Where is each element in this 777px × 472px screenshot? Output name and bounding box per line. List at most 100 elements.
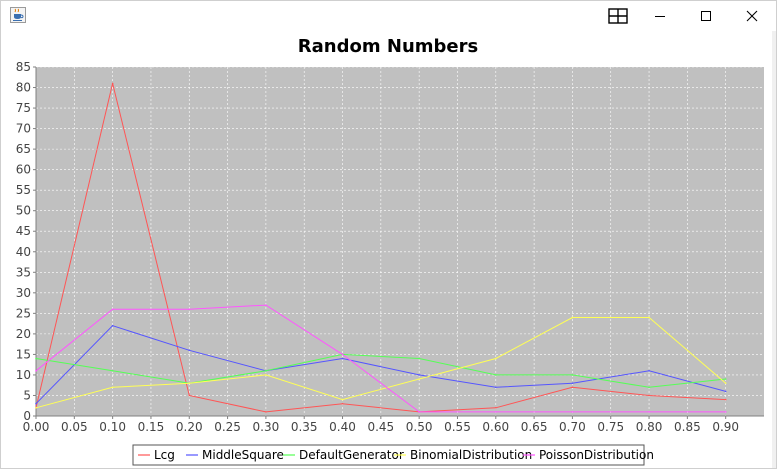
- x-tick-label: 0.00: [23, 420, 50, 434]
- y-tick-label: 45: [16, 224, 31, 238]
- data-point: [648, 411, 650, 413]
- data-point: [418, 374, 420, 376]
- snap-layout-icon: [608, 8, 628, 24]
- data-point: [341, 398, 344, 401]
- legend-label: MiddleSquare: [202, 448, 284, 462]
- data-point: [724, 398, 727, 401]
- data-point: [341, 402, 344, 405]
- series-line: [35, 304, 726, 413]
- series-BinomialDistribution: [35, 316, 727, 409]
- x-tick-label: 0.70: [559, 420, 586, 434]
- close-button[interactable]: [729, 1, 775, 31]
- title-bar[interactable]: [1, 1, 776, 31]
- y-tick-label: 20: [16, 327, 31, 341]
- x-tick-label: 0.60: [482, 420, 509, 434]
- x-tick-label: 0.55: [444, 420, 471, 434]
- x-tick-label: 0.45: [367, 420, 394, 434]
- series-lines: [35, 82, 727, 413]
- data-point: [648, 316, 650, 319]
- data-point: [341, 353, 344, 356]
- data-point: [648, 370, 650, 372]
- legend-label: PoissonDistribution: [539, 448, 654, 462]
- series-PoissonDistribution: [35, 304, 727, 413]
- chart-panel: Random Numbers 0 5 10 15 20 25 30 35 40 45 50 55 60 6…: [1, 31, 776, 468]
- x-tick-label: 0.90: [712, 420, 739, 434]
- y-tick-label: 5: [23, 388, 31, 402]
- data-point: [571, 386, 574, 389]
- maximize-button[interactable]: [683, 1, 729, 31]
- y-tick-label: 65: [16, 142, 31, 156]
- y-tick-label: 25: [16, 306, 31, 320]
- data-point: [265, 304, 267, 306]
- y-tick-label: 40: [16, 245, 31, 259]
- y-tick-label: 55: [16, 183, 31, 197]
- x-tick-label: 0.50: [406, 420, 433, 434]
- data-point: [571, 374, 574, 376]
- data-point: [648, 394, 650, 397]
- y-tick-label: 15: [16, 347, 31, 361]
- x-tick-label: 0.30: [253, 420, 280, 434]
- x-tick-label: 0.80: [636, 420, 663, 434]
- series-line: [35, 353, 726, 388]
- data-point: [494, 374, 497, 376]
- data-point: [724, 390, 727, 393]
- y-tick-label: 85: [16, 60, 31, 74]
- x-tick-label: 0.10: [99, 420, 126, 434]
- data-point: [418, 357, 420, 360]
- chart-title: Random Numbers: [298, 36, 478, 57]
- data-point: [188, 349, 191, 352]
- x-tick-label: 0.25: [214, 420, 241, 434]
- data-point: [494, 386, 497, 389]
- y-tick-label: 60: [16, 163, 31, 177]
- data-point: [418, 411, 420, 413]
- x-tick-label: 0.40: [329, 420, 356, 434]
- data-point: [494, 411, 497, 413]
- data-point: [724, 382, 727, 384]
- snap-layout-button[interactable]: [595, 1, 641, 31]
- series-line: [35, 325, 726, 405]
- legend-label: Lcg: [154, 448, 175, 462]
- data-point: [418, 378, 420, 380]
- data-point: [35, 370, 37, 372]
- y-tick-label: 10: [16, 368, 31, 382]
- y-tick-label: 0: [23, 409, 31, 423]
- y-tick-label: 70: [16, 122, 31, 136]
- data-point: [265, 370, 267, 372]
- y-tick-label: 50: [16, 204, 31, 218]
- grid-lines: [36, 66, 764, 416]
- x-tick-label: 0.20: [176, 420, 203, 434]
- line-chart: Random Numbers 0 5 10 15 20 25 30 35 40 45 50 55 60 6…: [16, 36, 764, 466]
- y-tick-label: 35: [16, 265, 31, 279]
- data-point: [265, 374, 267, 376]
- series-line: [35, 83, 726, 413]
- data-point: [571, 411, 574, 413]
- data-point: [648, 386, 650, 389]
- data-point: [571, 382, 574, 384]
- java-cup-icon: [10, 7, 26, 23]
- x-tick-label: 0.15: [138, 420, 165, 434]
- series-line: [35, 317, 727, 409]
- maximize-icon: [701, 11, 711, 21]
- plot-area: [36, 67, 764, 416]
- plot-background: [36, 67, 764, 416]
- minimize-button[interactable]: [637, 1, 683, 31]
- legend-label: BinomialDistribution: [410, 448, 532, 462]
- legend: Lcg MiddleSquare DefaultGenerator BinomialD…: [132, 444, 654, 466]
- legend-box: [132, 444, 645, 466]
- data-point: [35, 406, 37, 409]
- x-tick-label: 0.75: [597, 420, 624, 434]
- data-point: [188, 308, 191, 311]
- data-point: [188, 382, 191, 384]
- y-tick-label: 75: [16, 101, 31, 115]
- data-point: [265, 411, 267, 413]
- data-point: [341, 357, 344, 360]
- data-point: [494, 406, 497, 409]
- axes: 0 5 10 15 20 25 30 35 40 45 50 55 60 65 70 75 80 85 0.00 0.…: [16, 60, 764, 434]
- data-point: [111, 82, 114, 85]
- data-point: [111, 386, 114, 389]
- y-tick-label: 80: [16, 81, 31, 95]
- data-point: [111, 324, 114, 327]
- minimize-icon: [655, 16, 665, 17]
- data-point: [35, 402, 37, 405]
